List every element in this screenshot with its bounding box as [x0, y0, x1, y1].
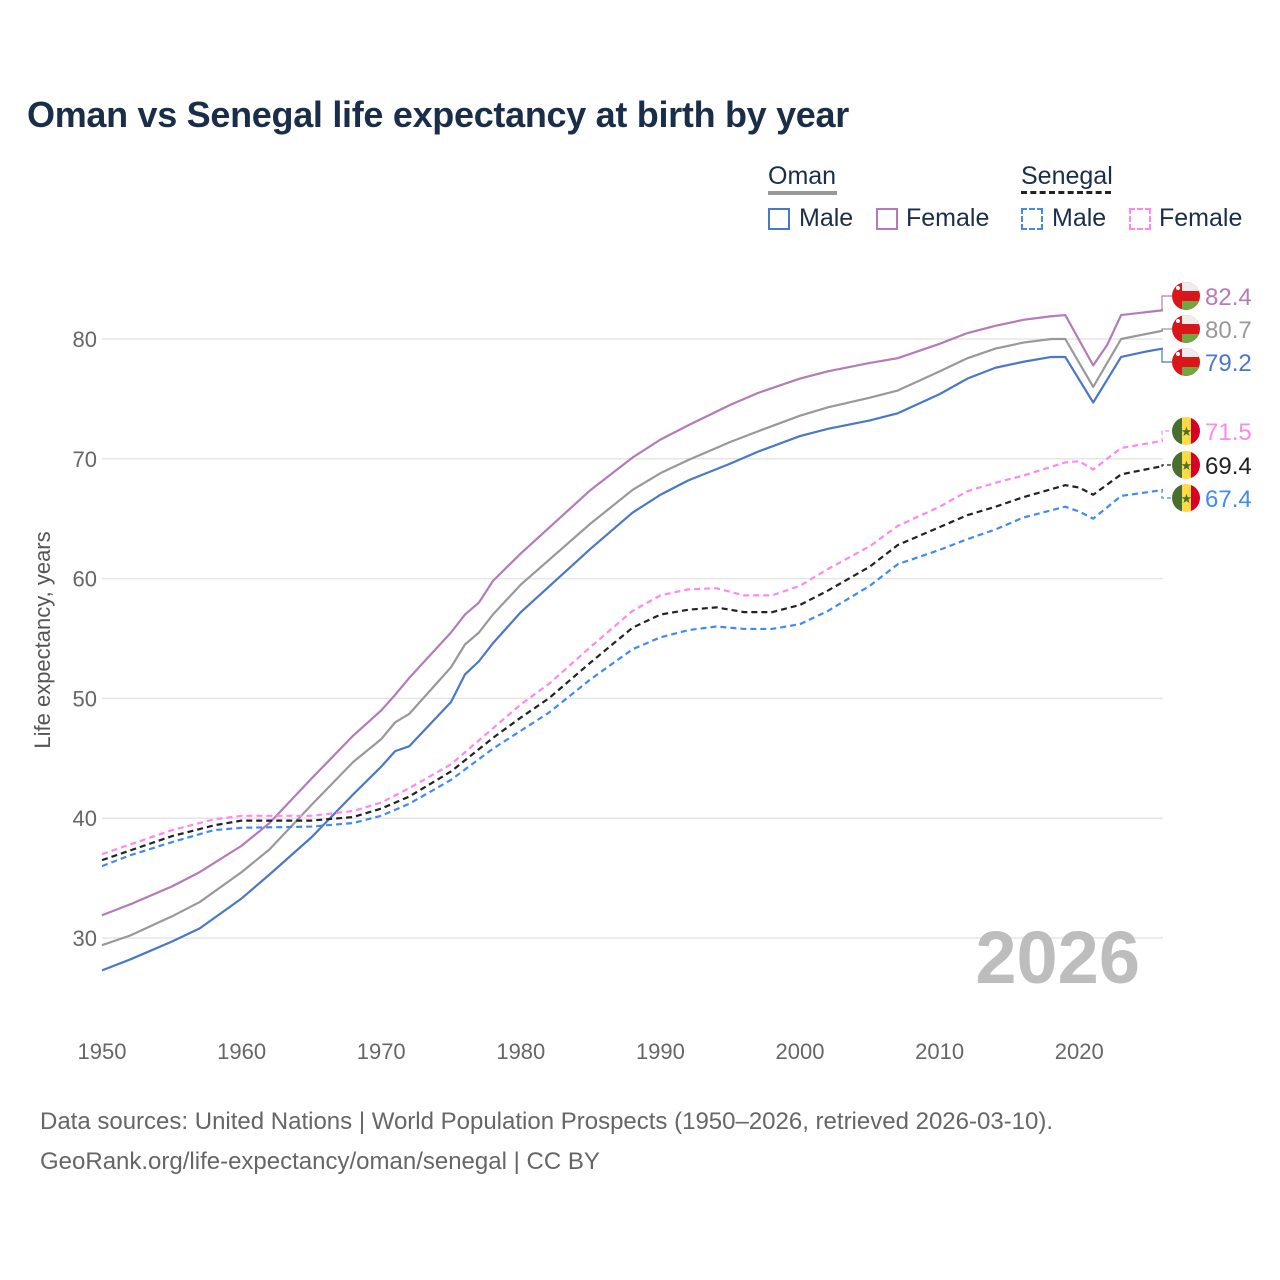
- legend-senegal-header: Senegal: [1021, 162, 1113, 190]
- legend-oman-male-swatch: [768, 208, 790, 230]
- oman-flag-icon: [1172, 282, 1200, 310]
- legend-oman-header: Oman: [768, 162, 837, 190]
- end-value-label: 69.4: [1205, 453, 1252, 480]
- x-tick-label: 1970: [357, 1039, 406, 1064]
- svg-text:★: ★: [1181, 458, 1193, 473]
- x-tick-label: 1960: [217, 1039, 266, 1064]
- legend-oman-female-swatch: [876, 208, 898, 230]
- y-tick-label: 30: [73, 926, 97, 951]
- footer-link[interactable]: GeoRank.org/life-expectancy/oman/senegal…: [40, 1148, 600, 1175]
- series-line-oman_both: [101, 329, 1164, 947]
- end-connector: [1161, 295, 1172, 311]
- legend-senegal-male[interactable]: Male: [1052, 204, 1107, 232]
- end-value-label: 71.5: [1205, 419, 1252, 446]
- series-line-oman_female: [101, 309, 1164, 917]
- end-connector: [1161, 328, 1172, 332]
- y-tick-label: 80: [73, 327, 97, 352]
- series-line-oman_male: [101, 347, 1164, 972]
- x-tick-label: 1950: [78, 1039, 127, 1064]
- legend-oman-male[interactable]: Male: [799, 204, 854, 232]
- series-line-sen_female: [101, 439, 1164, 856]
- end-value-label: 82.4: [1205, 284, 1252, 311]
- senegal-flag-icon: ★: [1172, 451, 1200, 479]
- chart-title: Oman vs Senegal life expectancy at birth…: [27, 94, 849, 135]
- y-tick-label: 50: [73, 686, 97, 711]
- legend-senegal-female[interactable]: Female: [1159, 204, 1243, 232]
- x-tick-label: 2020: [1055, 1039, 1104, 1064]
- y-axis-label: Life expectancy, years: [30, 531, 55, 748]
- end-value-label: 79.2: [1205, 350, 1252, 377]
- legend-senegal-male-swatch: [1021, 208, 1043, 230]
- end-connector: [1161, 464, 1172, 467]
- end-connector: [1161, 430, 1172, 442]
- series-line-sen_male: [101, 488, 1164, 868]
- senegal-flag-icon: ★: [1172, 484, 1200, 512]
- end-value-label: 80.7: [1205, 317, 1252, 344]
- svg-text:★: ★: [1181, 424, 1193, 439]
- year-watermark: 2026: [975, 916, 1140, 999]
- x-tick-label: 1980: [496, 1039, 545, 1064]
- legend-senegal-line: [1021, 191, 1111, 194]
- series-line-sen_both: [101, 464, 1164, 862]
- svg-text:★: ★: [1181, 491, 1193, 506]
- y-tick-label: 70: [73, 447, 97, 472]
- x-tick-label: 2010: [915, 1039, 964, 1064]
- oman-flag-icon: [1172, 348, 1200, 376]
- y-tick-label: 40: [73, 806, 97, 831]
- end-connector: [1161, 489, 1172, 499]
- senegal-flag-icon: ★: [1172, 417, 1200, 445]
- footer-sources: Data sources: United Nations | World Pop…: [40, 1108, 1054, 1135]
- end-value-label: 67.4: [1205, 486, 1252, 513]
- legend-oman-female[interactable]: Female: [906, 204, 990, 232]
- end-connector: [1161, 347, 1172, 363]
- y-tick-label: 60: [73, 567, 97, 592]
- oman-flag-icon: [1172, 315, 1200, 343]
- legend-oman-line: [768, 191, 837, 195]
- x-tick-label: 1990: [636, 1039, 685, 1064]
- x-tick-label: 2000: [776, 1039, 825, 1064]
- legend-senegal-female-swatch: [1129, 208, 1151, 230]
